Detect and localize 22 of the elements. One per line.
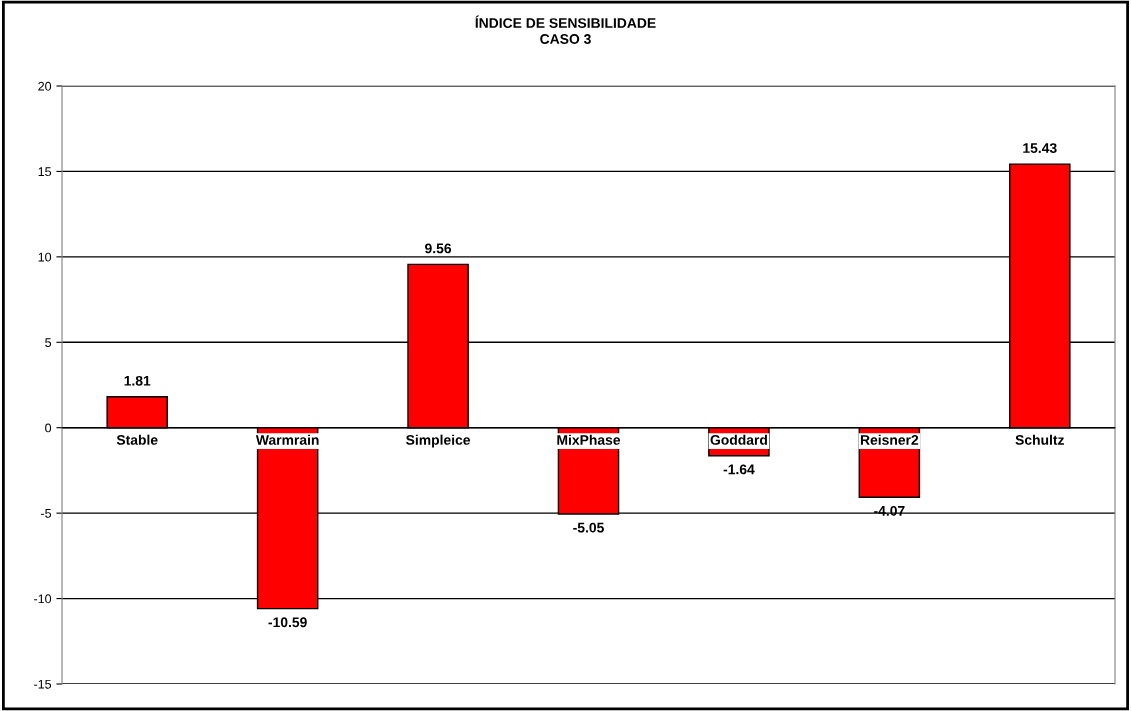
- x-tick-label: Warmrain: [255, 434, 319, 445]
- data-label: -5.05: [573, 522, 604, 533]
- y-tick-label: 0: [45, 423, 52, 433]
- x-tick-label: Schultz: [1015, 434, 1064, 445]
- y-tick-label: 15: [38, 167, 52, 177]
- x-tick-label: Reisner2: [860, 434, 919, 445]
- data-label: 15.43: [1023, 143, 1057, 154]
- x-tick-label: Simpleice: [406, 434, 471, 448]
- data-label: 9.56: [425, 243, 452, 254]
- y-tick-label: -15: [34, 679, 52, 689]
- y-tick-label: 10: [38, 252, 52, 262]
- data-label: -1.64: [723, 464, 755, 475]
- x-tick-label: Goddard: [710, 434, 767, 445]
- y-tick-label: 20: [38, 81, 52, 91]
- x-tick-label: MixPhase: [557, 434, 621, 445]
- data-label: -10.59: [268, 617, 307, 628]
- data-label: 1.81: [124, 375, 151, 386]
- y-tick-label: 5: [45, 338, 52, 347]
- chart-title: ÍNDICE DE SENSIBILIDADE CASO 3: [475, 15, 656, 44]
- y-tick-label: -5: [41, 509, 52, 518]
- x-tick-label: Stable: [116, 434, 158, 445]
- y-tick-label: -10: [34, 594, 52, 604]
